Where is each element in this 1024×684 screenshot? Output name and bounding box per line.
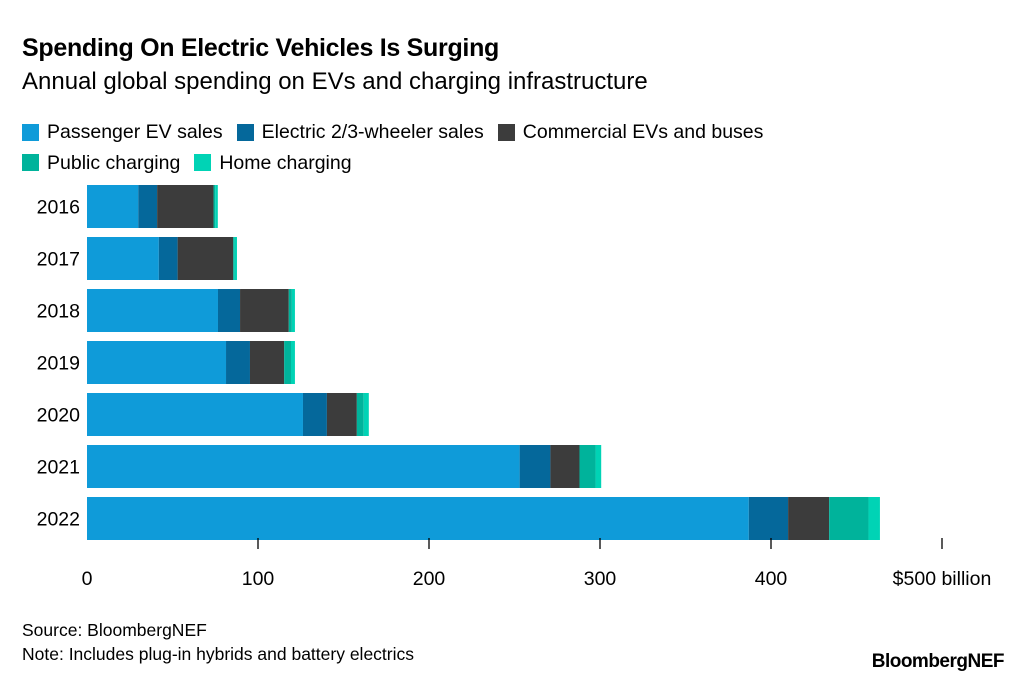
x-tick-label: $500 billion: [893, 568, 992, 590]
bar-segment-public-charging: [284, 341, 292, 384]
x-tick-label: 200: [413, 568, 446, 590]
bar-segment-electric-2-3-wheeler-sales: [217, 289, 241, 332]
bar-segment-electric-2-3-wheeler-sales: [302, 393, 327, 436]
x-tick-label: 100: [242, 568, 275, 590]
bar-segment-home-charging: [215, 185, 218, 228]
bar-segment-passenger-ev-sales: [87, 289, 218, 332]
category-label: 2017: [37, 249, 80, 271]
bar-segment-electric-2-3-wheeler-sales: [748, 497, 789, 540]
bar-segment-commercial-evs-and-buses: [157, 185, 214, 228]
legend-label: Electric 2/3-wheeler sales: [261, 121, 484, 143]
bar-segment-home-charging: [363, 393, 369, 436]
bar-segment-public-charging: [288, 289, 292, 332]
x-tick-label: 400: [755, 568, 788, 590]
legend-swatch: [236, 123, 254, 141]
chart-subtitle: Annual global spending on EVs and chargi…: [22, 68, 648, 95]
category-label: 2022: [37, 509, 80, 531]
category-label: 2018: [37, 301, 80, 323]
legend-item: Home charging: [194, 149, 352, 177]
bar-segment-passenger-ev-sales: [87, 185, 139, 228]
bar-segment-electric-2-3-wheeler-sales: [158, 237, 178, 280]
legend-label: Public charging: [47, 151, 181, 174]
bar-segment-commercial-evs-and-buses: [249, 341, 285, 384]
bar-segment-commercial-evs-and-buses: [326, 393, 357, 436]
bar-segment-home-charging: [291, 341, 295, 384]
bar-segment-public-charging: [213, 185, 216, 228]
bar-segment-commercial-evs-and-buses: [788, 497, 830, 540]
bar-segment-passenger-ev-sales: [87, 237, 159, 280]
bar-segment-public-charging: [356, 393, 364, 436]
bloombergnef-logo: BloombergNEF: [871, 651, 1005, 672]
legend-swatch: [194, 154, 212, 171]
bar-segment-commercial-evs-and-buses: [240, 289, 289, 332]
x-tick-label: 300: [584, 568, 617, 590]
bar-segment-electric-2-3-wheeler-sales: [138, 185, 158, 228]
category-label: 2021: [37, 457, 80, 479]
legend-label: Passenger EV sales: [47, 121, 223, 143]
bar-segment-public-charging: [579, 445, 596, 488]
legend-item: Public charging: [22, 149, 180, 177]
legend-item: Commercial EVs and buses: [497, 118, 764, 146]
bar-segment-passenger-ev-sales: [87, 445, 520, 488]
bar-segment-home-charging: [291, 289, 295, 332]
bar-segment-public-charging: [829, 497, 869, 540]
bar-segment-commercial-evs-and-buses: [550, 445, 580, 488]
legend-swatch: [497, 123, 515, 141]
legend-label: Commercial EVs and buses: [522, 121, 764, 143]
bar-segment-electric-2-3-wheeler-sales: [519, 445, 551, 488]
bar-segment-home-charging: [234, 237, 237, 280]
x-tick-label: 0: [82, 568, 93, 590]
legend: Passenger EV sales Electric 2/3-wheeler s…: [22, 118, 922, 179]
category-label: 2019: [37, 353, 80, 375]
bar-segment-passenger-ev-sales: [87, 497, 749, 540]
legend-item: Electric 2/3-wheeler sales: [236, 118, 484, 146]
category-label: 2016: [37, 197, 80, 219]
bar-segment-home-charging: [595, 445, 602, 488]
bar-segment-commercial-evs-and-buses: [177, 237, 234, 280]
bar-segment-passenger-ev-sales: [87, 341, 227, 384]
bar-segment-electric-2-3-wheeler-sales: [226, 341, 250, 384]
bar-segment-public-charging: [233, 237, 235, 280]
category-label: 2020: [37, 405, 81, 427]
legend-swatch: [22, 123, 39, 141]
legend-swatch: [22, 154, 39, 171]
footnote: Note: Includes plug-in hybrids and batte…: [22, 644, 415, 664]
source-note: Source: BloombergNEF: [22, 620, 207, 640]
bar-segment-home-charging: [868, 497, 880, 540]
legend-label: Home charging: [219, 151, 352, 174]
chart-title: Spending On Electric Vehicles Is Surging: [22, 34, 500, 62]
legend-item: Passenger EV sales: [22, 118, 223, 146]
bar-segment-passenger-ev-sales: [87, 393, 303, 436]
